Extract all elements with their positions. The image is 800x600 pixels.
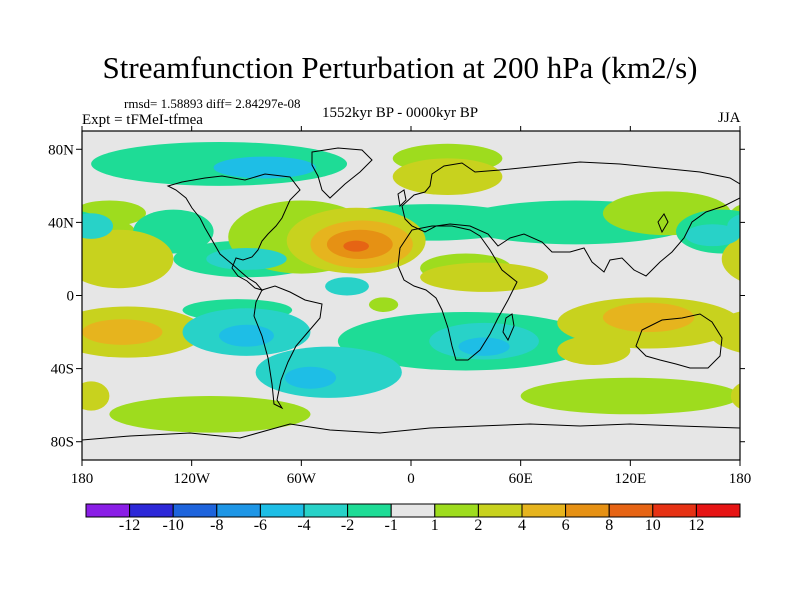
colorbar-label: 1 xyxy=(430,517,439,534)
colorbar-box xyxy=(565,503,610,518)
colorbar-box xyxy=(390,503,436,518)
anomaly-contour xyxy=(219,324,274,347)
plot-area xyxy=(0,131,800,460)
colorbar-label: 8 xyxy=(605,517,614,534)
experiment-label: Expt = tFMeI-tfmea xyxy=(82,112,203,128)
anomaly-contour xyxy=(82,319,163,345)
anomaly-contour xyxy=(740,319,800,345)
period-label: 1552kyr BP - 0000kyr BP xyxy=(322,105,479,121)
anomaly-contour xyxy=(0,378,82,415)
colorbar-box xyxy=(347,503,392,518)
colorbar-box xyxy=(303,503,349,518)
coastline-antarctica xyxy=(82,423,740,441)
y-tick-label: 40S xyxy=(51,362,74,378)
coastline-south-america xyxy=(253,285,323,410)
stats-line: rmsd= 1.58893 diff= 2.84297e-08 xyxy=(124,96,301,111)
x-tick-label: 180 xyxy=(729,471,752,487)
y-tick-label: 80N xyxy=(48,142,74,158)
coastline-africa xyxy=(397,225,518,361)
colorbar-label: -6 xyxy=(253,517,268,534)
anomaly-contour xyxy=(284,366,337,389)
colorbar-label: -10 xyxy=(162,517,184,534)
anomaly-contour xyxy=(82,381,110,411)
colorbar-label: -4 xyxy=(297,517,311,534)
colorbar-box xyxy=(172,503,218,518)
coastlines xyxy=(82,147,758,441)
x-tick-label: 180 xyxy=(71,471,94,487)
colorbar-box xyxy=(521,503,567,518)
colorbar-box xyxy=(216,503,261,518)
colorbar-box xyxy=(477,503,523,518)
chart-title: Streamfunction Perturbation at 200 hPa (… xyxy=(102,50,698,85)
colorbar-label: -8 xyxy=(210,517,224,534)
anomaly-contour xyxy=(109,396,311,433)
colorbar-box xyxy=(259,503,305,518)
anomaly-contour xyxy=(0,297,82,348)
colorbar-box xyxy=(434,503,479,518)
coastline-japan xyxy=(657,213,669,234)
coastline-australia xyxy=(635,313,723,369)
y-tick-label: 80S xyxy=(51,435,74,451)
x-axis: 180 120W 60W 0 60E 120E 180 xyxy=(71,126,752,487)
coastline-greenland xyxy=(311,147,373,199)
anomaly-contour xyxy=(82,229,174,289)
x-tick-label: 120W xyxy=(173,471,211,487)
coastline-new-zealand xyxy=(748,370,758,386)
x-tick-label: 60W xyxy=(287,471,317,487)
colorbar-box xyxy=(652,503,697,518)
season-label: JJA xyxy=(718,110,741,126)
colorbar-label: 10 xyxy=(644,517,661,534)
anomaly-contour xyxy=(458,337,510,356)
colorbar-label: -2 xyxy=(340,517,355,534)
colorbar-label: 6 xyxy=(561,517,570,534)
colorbar-box xyxy=(608,503,654,518)
anomaly-contour xyxy=(602,302,695,333)
anomaly-contour xyxy=(343,240,369,252)
colorbar-label: 12 xyxy=(688,517,705,534)
anomaly-contour xyxy=(557,335,631,365)
anomaly-contour xyxy=(730,383,740,409)
colorbar-box xyxy=(85,503,131,518)
colorbar xyxy=(85,503,741,518)
colorbar-box xyxy=(695,503,741,518)
coastline-uk xyxy=(397,189,407,208)
y-tick-label: 0 xyxy=(67,289,75,305)
coastline-eurasia xyxy=(401,161,740,277)
anomaly-contour xyxy=(325,277,369,296)
anomaly-contour xyxy=(392,158,503,195)
anomaly-contour xyxy=(213,156,316,179)
colorbar-label: 4 xyxy=(518,517,526,534)
anomaly-contour xyxy=(685,224,740,247)
coastline-madagascar xyxy=(502,313,515,342)
anomaly-contour xyxy=(420,262,549,292)
x-tick-label: 0 xyxy=(407,471,415,487)
y-axis: 80N 40N 0 40S 80S xyxy=(48,142,745,451)
coastline-north-america xyxy=(166,173,301,291)
anomaly-contour xyxy=(82,213,114,239)
x-tick-label: 60E xyxy=(509,471,533,487)
y-tick-label: 40N xyxy=(48,215,74,231)
x-tick-label: 120E xyxy=(614,471,646,487)
colorbar-label: 2 xyxy=(474,517,483,534)
anomaly-contour xyxy=(721,237,740,281)
anomaly-contour xyxy=(368,297,399,312)
colorbar-label: -1 xyxy=(384,517,398,534)
anomaly-contour xyxy=(520,377,740,415)
colorbar-label: -12 xyxy=(118,517,141,534)
colorbar-box xyxy=(129,503,174,518)
